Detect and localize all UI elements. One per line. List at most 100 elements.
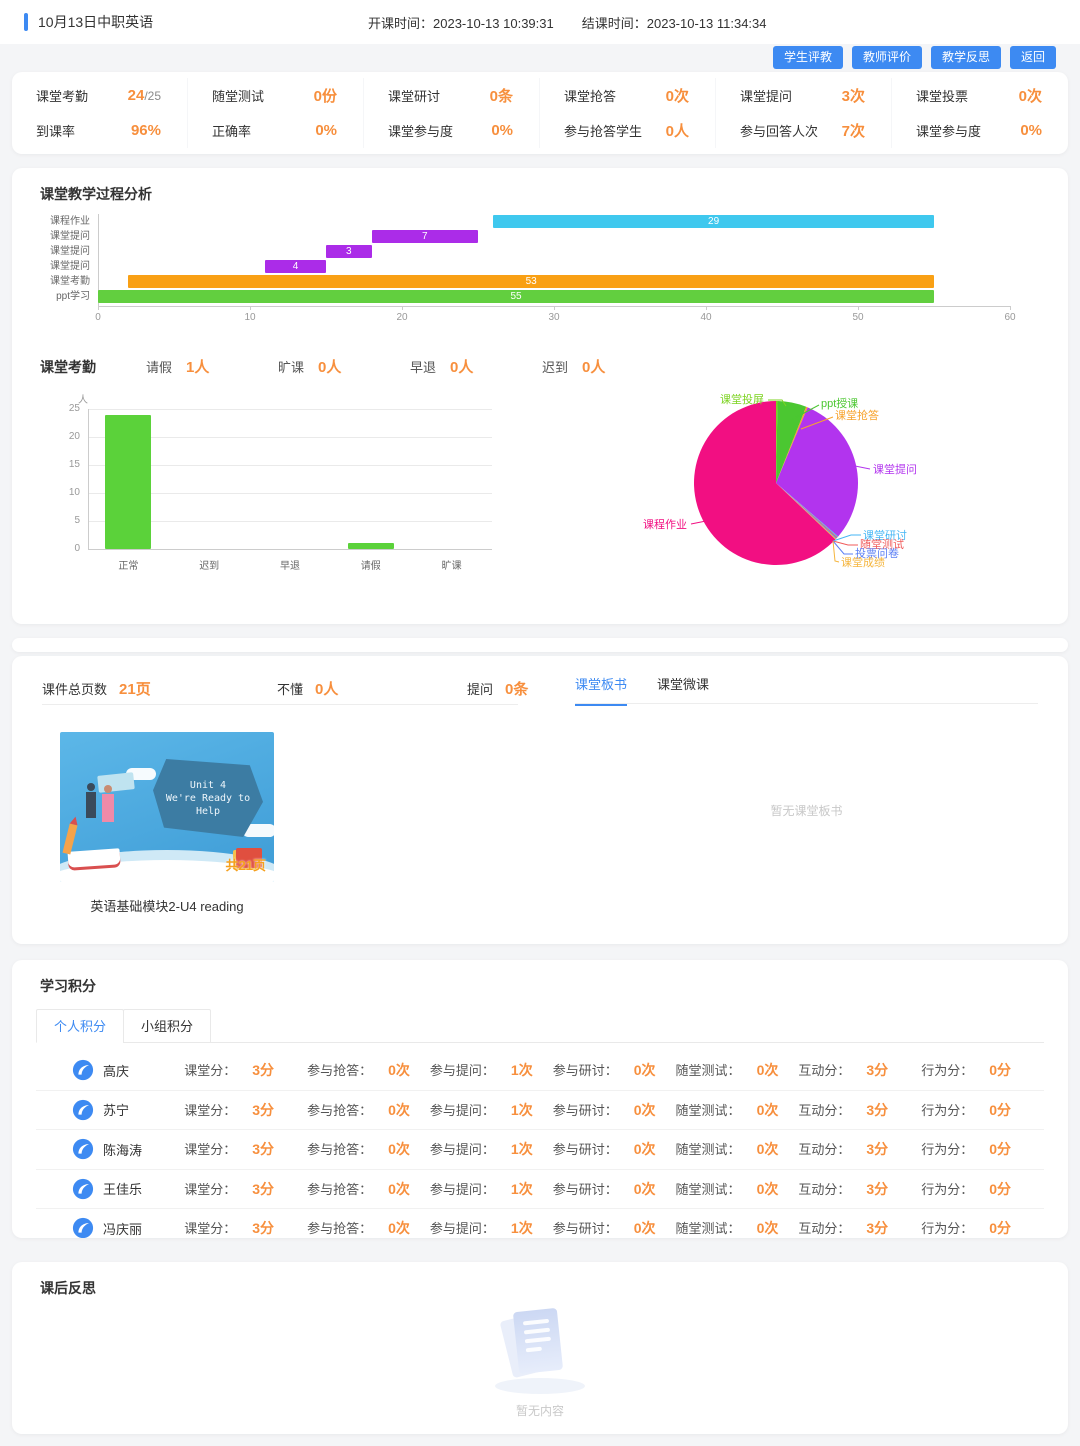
points-metric-label: 行为分：: [921, 1221, 974, 1237]
stat-cell: 课堂参与度 0%: [364, 113, 540, 148]
back-button[interactable]: 返回: [1009, 46, 1056, 69]
tab-group-points[interactable]: 小组积分: [123, 1009, 211, 1043]
process-analysis-card: 课堂教学过程分析 课程作业 29 课堂提问 7 课堂提问 3 课堂提问 4 课堂考勤 53 ppt学…: [12, 168, 1068, 624]
points-metric: 行为分： 0分: [921, 1100, 1044, 1120]
gantt-row-label: ppt学习: [56, 291, 90, 302]
points-metric-value: 0次: [388, 1062, 410, 1079]
stat-label: 课堂参与度: [916, 124, 982, 139]
points-metric-label: 参与研讨：: [552, 1102, 618, 1118]
points-metric-label: 行为分：: [921, 1102, 974, 1118]
points-metric: 参与提问： 1次: [430, 1100, 553, 1120]
stat-value: 96%: [130, 121, 161, 139]
points-metric-label: 课堂分：: [184, 1142, 237, 1158]
pie-label-投票问卷: 投票问卷: [855, 546, 899, 560]
end-time-value: 2023-10-13 11:34:34: [646, 15, 767, 31]
points-metric-value: 0次: [756, 1220, 779, 1237]
figure-shape: [86, 783, 96, 818]
gantt-tick-label: 40: [700, 312, 712, 323]
points-metric-value: 3分: [866, 1180, 889, 1197]
courseware-thumbnail[interactable]: Unit 4 We're Ready to Help 共21页: [60, 732, 274, 882]
tab-microlesson[interactable]: 课堂微课: [657, 677, 710, 692]
points-metric: 随堂测试： 0次: [676, 1100, 799, 1120]
points-metric: 参与抢答： 0次: [307, 1218, 430, 1238]
teacher-evaluation-button[interactable]: 教师评价: [851, 46, 922, 69]
avatar: [72, 1099, 94, 1121]
bar-x-tick-label: 正常: [118, 561, 139, 572]
courseware-stat-label: 不懂: [277, 682, 304, 697]
bar-y-tick-label: 25: [68, 403, 80, 414]
bar-gridline: [88, 549, 492, 550]
points-metric-label: 参与提问：: [429, 1102, 495, 1118]
stat-value-group: 0次: [666, 85, 689, 106]
stat-value: 3次: [841, 88, 865, 105]
points-metric: 课堂分： 3分: [184, 1060, 307, 1080]
pie-label-课堂研讨: 课堂研讨: [863, 529, 907, 542]
points-rows: 高庆 课堂分： 3分 参与抢答： 0次 参与提问： 1次 参与研讨： 0次 随堂测试： 0次 互动分：…: [36, 1051, 1044, 1238]
student-name: 苏宁: [103, 1103, 130, 1119]
learning-points-card: 学习积分 个人积分 小组积分 高庆 课堂分： 3分 参与抢答： 0次 参与提问： 1次 参与研…: [12, 960, 1068, 1238]
points-metric-value: 3分: [866, 1141, 889, 1158]
pie-leader-line: [832, 534, 861, 542]
stat-value-group: 0次: [1019, 85, 1042, 106]
points-metric-value: 0次: [388, 1101, 410, 1118]
stat-label: 课堂考勤: [36, 89, 89, 104]
courseware-caption: 英语基础模块2-U4 reading: [90, 899, 244, 914]
pie-leader-line: [832, 540, 839, 563]
student-points-row: 高庆 课堂分： 3分 参与抢答： 0次 参与提问： 1次 参与研讨： 0次 随堂测试： 0次 互动分：…: [36, 1051, 1044, 1091]
points-metric-label: 参与抢答：: [307, 1221, 373, 1237]
avatar: [72, 1138, 94, 1160]
points-metric-label: 课堂分：: [184, 1063, 237, 1079]
gantt-bar: 4: [265, 260, 326, 273]
pie-slice-课堂抢答: [775, 406, 808, 483]
points-metric-value: 0次: [633, 1062, 656, 1079]
attendance-stat: 请假 1人: [146, 356, 278, 377]
pie-slice-课堂提问: [775, 407, 858, 537]
tab-personal-points[interactable]: 个人积分: [36, 1009, 124, 1043]
points-metric-value: 0次: [388, 1141, 410, 1158]
bar-y-tick-label: 5: [74, 515, 80, 526]
stat-cell: 课堂抢答 0次: [540, 78, 716, 113]
bar-gridline: [88, 465, 492, 466]
stat-suffix: /25: [144, 88, 161, 103]
avatar: [72, 1059, 94, 1081]
points-metric-label: 行为分：: [921, 1181, 974, 1197]
title-accent-bar: [24, 13, 28, 31]
points-metric-label: 参与抢答：: [307, 1063, 373, 1079]
pie-label-课堂抢答: 课堂抢答: [835, 408, 879, 422]
attendance-stat-label: 旷课: [278, 360, 305, 375]
sign-shape: [97, 772, 135, 793]
pie-slice-ppt授课: [775, 401, 806, 483]
courseware-stat: 不懂 0人: [277, 678, 338, 699]
points-metric-value: 0次: [756, 1141, 779, 1158]
bar: [105, 414, 152, 549]
points-metric: 参与研讨： 0次: [553, 1100, 676, 1120]
points-metric: 参与提问： 1次: [430, 1218, 553, 1238]
stat-value-group: 3次: [842, 85, 865, 106]
points-metric: 课堂分： 3分: [184, 1179, 307, 1199]
points-metric-label: 参与抢答：: [307, 1181, 373, 1197]
gantt-tick: [250, 306, 251, 310]
points-metric: 参与抢答： 0次: [307, 1139, 430, 1159]
pie-slice-课程作业: [693, 401, 836, 565]
points-metric: 互动分： 3分: [798, 1060, 921, 1080]
points-metric-value: 3分: [252, 1062, 275, 1079]
points-metric-value: 0分: [989, 1220, 1012, 1237]
stat-cell: 课堂投票 0次: [892, 78, 1068, 113]
points-metric-label: 随堂测试：: [675, 1142, 741, 1158]
courseware-stat-value: 0条: [505, 681, 529, 698]
tab-blackboard[interactable]: 课堂板书: [575, 672, 628, 706]
points-metric-value: 0次: [633, 1141, 656, 1158]
student-name: 陈海涛: [103, 1142, 143, 1158]
bar-y-tick-label: 15: [68, 459, 80, 470]
points-metric-value: 0次: [756, 1062, 779, 1079]
points-metric: 参与提问： 1次: [430, 1139, 553, 1159]
teaching-reflection-button[interactable]: 教学反思: [930, 46, 1001, 69]
stat-value: 0%: [315, 121, 337, 139]
points-metric-label: 参与提问：: [429, 1063, 495, 1079]
student-evaluation-button[interactable]: 学生评教: [772, 46, 843, 69]
stat-value: 0次: [665, 88, 689, 105]
bar-gridline: [88, 493, 492, 494]
points-metric-value: 0次: [388, 1180, 410, 1197]
bar-gridline: [88, 409, 492, 410]
avatar: [72, 1178, 94, 1200]
